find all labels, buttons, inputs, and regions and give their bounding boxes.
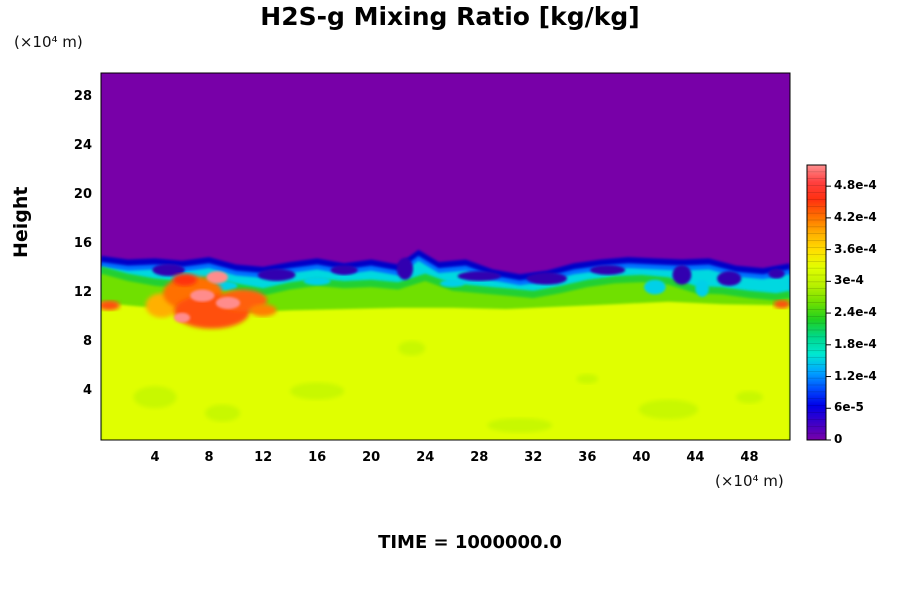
plume-6	[101, 300, 120, 311]
colorbar-tick-label: 1.8e-4	[834, 336, 877, 351]
eddy-9	[768, 268, 785, 279]
eddy-8	[717, 271, 742, 286]
plume-7	[773, 299, 790, 309]
lower-patch-2	[290, 382, 345, 400]
y-tick-label: 12	[73, 285, 92, 301]
plume-5	[249, 304, 277, 317]
eddy-1	[257, 268, 296, 281]
y-tick-label: 4	[82, 383, 92, 399]
lower-patch-0	[133, 386, 177, 409]
eddy-6	[590, 265, 626, 275]
x-tick-label: 24	[416, 450, 435, 465]
colorbar-tick-label: 3e-4	[834, 273, 864, 288]
x-tick-label: 44	[686, 450, 705, 465]
eddy-7	[672, 265, 692, 285]
eddy-3	[396, 257, 414, 280]
plume-peak-0	[190, 289, 215, 302]
plume-peak-2	[215, 296, 241, 310]
time-label: TIME = 1000000.0	[378, 532, 562, 553]
colorbar-tick-label: 6e-5	[834, 400, 864, 415]
cyan-eddy-1	[303, 276, 331, 286]
x-tick-label: 20	[362, 450, 381, 465]
x-tick-label: 32	[524, 450, 543, 465]
lower-patch-6	[638, 399, 699, 420]
lower-layer	[101, 301, 790, 440]
plume-peak-1	[206, 271, 228, 284]
colorbar	[806, 164, 831, 441]
lower-patch-4	[487, 417, 553, 433]
lower-patch-7	[735, 391, 763, 404]
plume-peak-3	[173, 312, 191, 323]
y-tick-label: 20	[73, 187, 92, 203]
x-tick-label: 36	[578, 450, 597, 465]
colorbar-tick-label: 3.6e-4	[834, 241, 877, 256]
y-tick-label: 8	[82, 334, 92, 350]
eddy-0	[152, 263, 185, 277]
y-tick-label: 28	[73, 89, 92, 105]
field-layer	[101, 73, 790, 440]
y-axis-unit: (×10⁴ m)	[14, 33, 83, 51]
x-axis-unit: (×10⁴ m)	[715, 472, 784, 490]
x-tick-label: 40	[632, 450, 651, 465]
colorbar-tick-label: 1.2e-4	[834, 368, 877, 383]
x-tick-label: 48	[740, 450, 759, 465]
x-tick-label: 16	[308, 450, 327, 465]
plot-frame	[100, 72, 791, 441]
cyan-eddy-2	[440, 279, 465, 288]
eddy-5	[526, 272, 568, 285]
plume-4	[172, 273, 197, 286]
x-tick-label: 4	[150, 450, 160, 465]
colorbar-tick-label: 4.2e-4	[834, 209, 877, 224]
eddy-2	[330, 265, 358, 275]
eddy-4	[457, 271, 501, 281]
x-tick-label: 28	[470, 450, 489, 465]
y-tick-label: 16	[73, 236, 92, 252]
lower-patch-5	[576, 373, 599, 384]
colorbar-gradient	[806, 164, 827, 441]
x-tick-label: 12	[254, 450, 273, 465]
lower-patch-3	[398, 340, 426, 356]
colorbar-tick-label: 0	[834, 432, 843, 446]
x-tick-label: 8	[204, 450, 214, 465]
colorbar-tick-label: 2.4e-4	[834, 305, 877, 320]
cyan-eddy-4	[695, 279, 709, 297]
chart-title: H2S-g Mixing Ratio [kg/kg]	[260, 2, 640, 31]
lower-patch-1	[205, 404, 241, 422]
colorbar-tick-label: 4.8e-4	[834, 178, 877, 193]
y-tick-label: 24	[73, 138, 92, 154]
cyan-eddy-3	[644, 279, 666, 295]
